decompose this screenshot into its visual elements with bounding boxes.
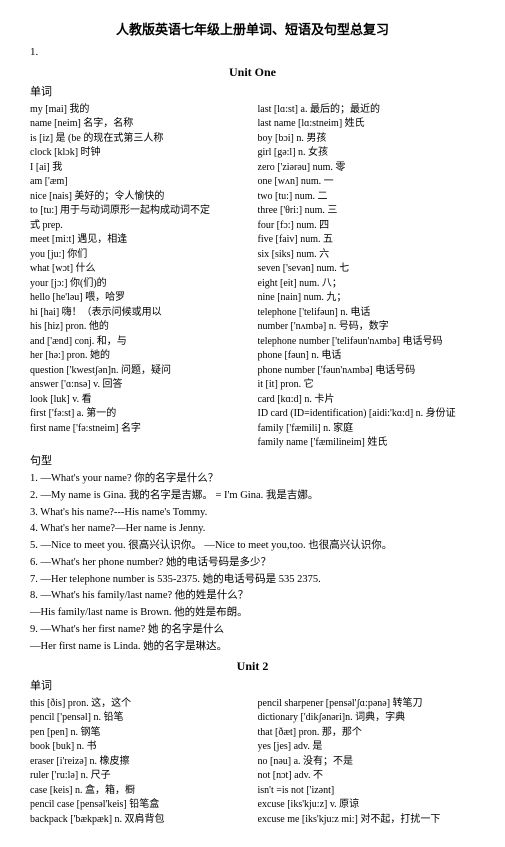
vocab-entry: excuse [iks'kju:z] v. 原谅 <box>258 798 476 813</box>
vocab-entry: pen [pen] n. 钢笔 <box>30 726 248 741</box>
vocab-entry: eight [eit] num. 八； <box>258 277 476 292</box>
sentence-line: 1. —What's your name? 你的名字是什么？ <box>30 471 475 487</box>
vocab-entry: ruler ['ru:lə] n. 尺子 <box>30 769 248 784</box>
vocab-entry: nine [nain] num. 九； <box>258 291 476 306</box>
vocab-entry: excuse me [iks'kju:z mi:] 对不起，打扰一下 <box>258 813 476 828</box>
section-number: 1. <box>30 44 475 61</box>
vocab-entry: question ['kwestʃən]n. 问题，疑问 <box>30 364 248 379</box>
vocab-entry: name [neim] 名字，名称 <box>30 117 248 132</box>
vocab-entry: is [iz] 是 (be 的现在式第三人称 <box>30 132 248 147</box>
unit2-vocab-columns: this [ðis] pron. 这，这个pencil ['pensəl] n.… <box>30 697 475 828</box>
vocab-entry: phone number ['fəun'nʌmbə] 电话号码 <box>258 364 476 379</box>
unit2-right-col: pencil sharpener [pensəl'ʃɑ:pənə] 转笔刀dic… <box>258 697 476 828</box>
vocab-entry: you [ju:] 你们 <box>30 248 248 263</box>
vocab-entry: book [buk] n. 书 <box>30 740 248 755</box>
vocab-entry: clock [klɔk] 时钟 <box>30 146 248 161</box>
vocab-entry: your [jɔ:] 你(们)的 <box>30 277 248 292</box>
sentence-line: 5. —Nice to meet you. 很高兴认识你。 —Nice to m… <box>30 538 475 554</box>
vocab-entry: zero ['ziərəu] num. 零 <box>258 161 476 176</box>
sentence-line: 6. —What's her phone number? 她的电话号码是多少？ <box>30 555 475 571</box>
vocab-entry: four [fɔ:] num. 四 <box>258 219 476 234</box>
sentence-line: 9. —What's her first name? 她 的名字是什么 <box>30 622 475 638</box>
sentence-line: 3. What's his name?---His name's Tommy. <box>30 505 475 521</box>
vocab-entry: boy [bɔi] n. 男孩 <box>258 132 476 147</box>
unit1-vocab-columns: my [mai] 我的name [neim] 名字，名称is [iz] 是 (b… <box>30 103 475 451</box>
vocab-entry: her [hə:] pron. 她的 <box>30 349 248 364</box>
vocab-entry: five [faiv] num. 五 <box>258 233 476 248</box>
sentence-line: —His family/last name is Brown. 他的姓是布朗。 <box>30 605 475 621</box>
vocab-entry: nice [nais] 美好的；令人愉快的 <box>30 190 248 205</box>
vocab-entry: look [luk] v. 看 <box>30 393 248 408</box>
vocab-entry: family ['fæmili] n. 家庭 <box>258 422 476 437</box>
vocab-entry: last [lɑ:st] a. 最后的；最近的 <box>258 103 476 118</box>
vocab-entry: I [ai] 我 <box>30 161 248 176</box>
sentence-line: 8. —What's his family/last name? 他的姓是什么？ <box>30 588 475 604</box>
vocab-entry: case [keis] n. 盒，箱，橱 <box>30 784 248 799</box>
vocab-entry: to [tu:] 用于与动词原形一起构成动词不定 <box>30 204 248 219</box>
sentence-line: —Her first name is Linda. 她的名字是琳达。 <box>30 639 475 655</box>
vocab-entry: isn't =is not ['izənt] <box>258 784 476 799</box>
vocab-entry: backpack ['bækpæk] n. 双肩背包 <box>30 813 248 828</box>
vocab-entry: first ['fə:st] a. 第一的 <box>30 407 248 422</box>
vocab-entry: 式 prep. <box>30 219 248 234</box>
vocab-entry: telephone number ['telifəun'nʌmbə] 电话号码 <box>258 335 476 350</box>
vocab-entry: hi [hai] 嗨！（表示问候或用以 <box>30 306 248 321</box>
page-title: 人教版英语七年级上册单词、短语及句型总复习 <box>30 20 475 40</box>
vocab-entry: card [kɑ:d] n. 卡片 <box>258 393 476 408</box>
vocab-entry: family name ['fæmilineim] 姓氏 <box>258 436 476 451</box>
vocab-entry: meet [mi:t] 遇见，相逢 <box>30 233 248 248</box>
vocab-entry: ID card (ID=identification) [aidi:'kɑ:d]… <box>258 407 476 422</box>
vocab-entry: last name [lɑ:stneim] 姓氏 <box>258 117 476 132</box>
vocab-entry: seven ['sevən] num. 七 <box>258 262 476 277</box>
unit1-title: Unit One <box>30 63 475 81</box>
vocab-entry: this [ðis] pron. 这，这个 <box>30 697 248 712</box>
vocab-entry: girl [gə:l] n. 女孩 <box>258 146 476 161</box>
vocab-entry: three ['θri:] num. 三 <box>258 204 476 219</box>
vocab-entry: his [hiz] pron. 他的 <box>30 320 248 335</box>
sentence-label: 句型 <box>30 453 475 470</box>
vocab-entry: my [mai] 我的 <box>30 103 248 118</box>
sentence-line: 7. —Her telephone number is 535-2375. 她的… <box>30 572 475 588</box>
vocab-entry: and ['ænd] conj. 和，与 <box>30 335 248 350</box>
vocab-entry: six [siks] num. 六 <box>258 248 476 263</box>
vocab-entry: no [nəu] a. 没有；不是 <box>258 755 476 770</box>
unit2-title: Unit 2 <box>30 657 475 675</box>
vocab-entry: that [ðæt] pron. 那，那个 <box>258 726 476 741</box>
vocab-entry: not [nɔt] adv. 不 <box>258 769 476 784</box>
vocab-entry: it [it] pron. 它 <box>258 378 476 393</box>
sentence-line: 4. What's her name?—Her name is Jenny. <box>30 521 475 537</box>
vocab-entry: pencil ['pensəl] n. 铅笔 <box>30 711 248 726</box>
word-label-1: 单词 <box>30 84 475 101</box>
word-label-2: 单词 <box>30 678 475 695</box>
vocab-entry: pencil case [pensəl'keis] 铅笔盒 <box>30 798 248 813</box>
vocab-entry: two [tu:] num. 二 <box>258 190 476 205</box>
unit1-left-col: my [mai] 我的name [neim] 名字，名称is [iz] 是 (b… <box>30 103 248 451</box>
vocab-entry: number ['nʌmbə] n. 号码，数字 <box>258 320 476 335</box>
vocab-entry: hello [he'ləu] 喂，哈罗 <box>30 291 248 306</box>
vocab-entry: am ['æm] <box>30 175 248 190</box>
vocab-entry: what [wɔt] 什么 <box>30 262 248 277</box>
vocab-entry: first name ['fə:stneim] 名字 <box>30 422 248 437</box>
vocab-entry: one [wʌn] num. 一 <box>258 175 476 190</box>
sentence-line: 2. —My name is Gina. 我的名字是吉娜。 = I'm Gina… <box>30 488 475 504</box>
vocab-entry: telephone ['telifəun] n. 电话 <box>258 306 476 321</box>
vocab-entry: answer ['ɑ:nsə] v. 回答 <box>30 378 248 393</box>
vocab-entry: phone [fəun] n. 电话 <box>258 349 476 364</box>
unit1-right-col: last [lɑ:st] a. 最后的；最近的last name [lɑ:stn… <box>258 103 476 451</box>
vocab-entry: pencil sharpener [pensəl'ʃɑ:pənə] 转笔刀 <box>258 697 476 712</box>
sentences-block: 1. —What's your name? 你的名字是什么？2. —My nam… <box>30 471 475 654</box>
unit2-left-col: this [ðis] pron. 这，这个pencil ['pensəl] n.… <box>30 697 248 828</box>
vocab-entry: dictionary ['dikʃənəri]n. 词典，字典 <box>258 711 476 726</box>
vocab-entry: eraser [i'reizə] n. 橡皮擦 <box>30 755 248 770</box>
vocab-entry: yes [jes] adv. 是 <box>258 740 476 755</box>
